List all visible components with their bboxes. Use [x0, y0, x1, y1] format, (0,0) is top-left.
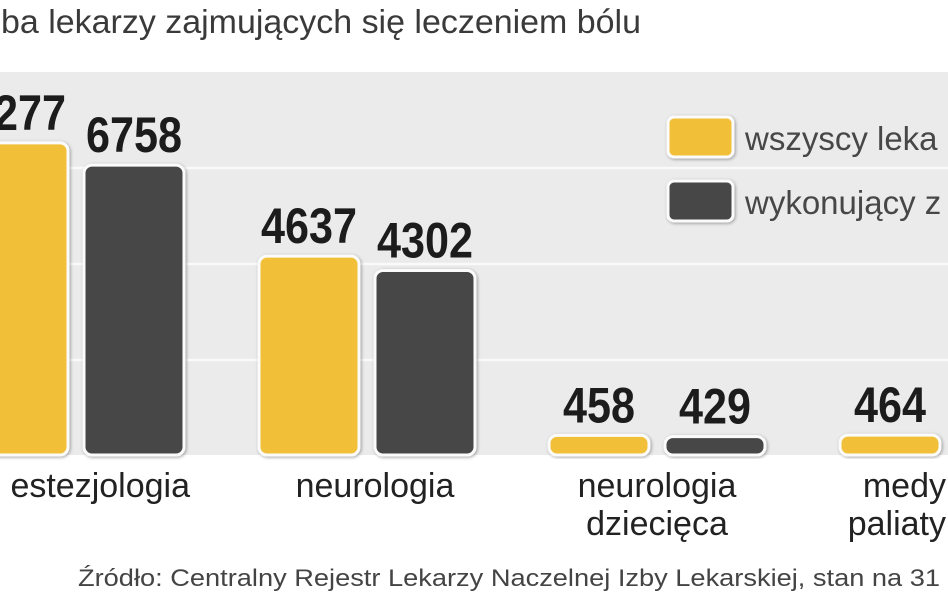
legend-swatch	[666, 115, 735, 159]
bar	[373, 268, 477, 457]
bar	[257, 254, 361, 457]
category-labels: estezjologia neurologia neurologiadziecięc…	[10, 467, 946, 543]
category-label: paliaty	[848, 505, 946, 543]
bar	[0, 141, 70, 457]
bar-value-label: 4637	[261, 198, 357, 254]
source-note: Źródło: Centralny Rejestr Lekarzy Naczel…	[78, 565, 940, 592]
bars	[0, 141, 942, 457]
bar	[838, 433, 942, 457]
bar-value-label: 4302	[377, 212, 473, 268]
category-label: estezjologia	[10, 467, 190, 505]
bar-value-label: 6758	[86, 107, 182, 163]
legend: wszyscy leka wykonujący z	[666, 115, 941, 223]
legend-swatch	[666, 179, 735, 223]
category-label: dziecięca	[586, 505, 728, 543]
chart-title: ba lekarzy zajmujących się leczeniem ból…	[1, 3, 641, 40]
category-label: neurologia	[296, 467, 455, 505]
bar-value-label: 429	[679, 379, 751, 435]
legend-item-all-doctors: wszyscy leka	[666, 115, 938, 159]
bar	[82, 163, 186, 457]
bar-value-labels: 7277 4637 458 464 6758 4302 429	[0, 85, 926, 435]
bar-value-label: 464	[854, 377, 926, 433]
category-label: neurologia	[578, 467, 737, 505]
legend-label: wszyscy leka	[744, 120, 938, 157]
legend-label: wykonujący z	[744, 184, 941, 221]
bar	[663, 435, 767, 457]
legend-item-practicing: wykonujący z	[666, 179, 941, 223]
category-label: medy	[863, 467, 946, 505]
bar	[547, 433, 651, 457]
bar-value-label: 458	[563, 377, 635, 433]
bar-value-label: 7277	[0, 85, 66, 141]
